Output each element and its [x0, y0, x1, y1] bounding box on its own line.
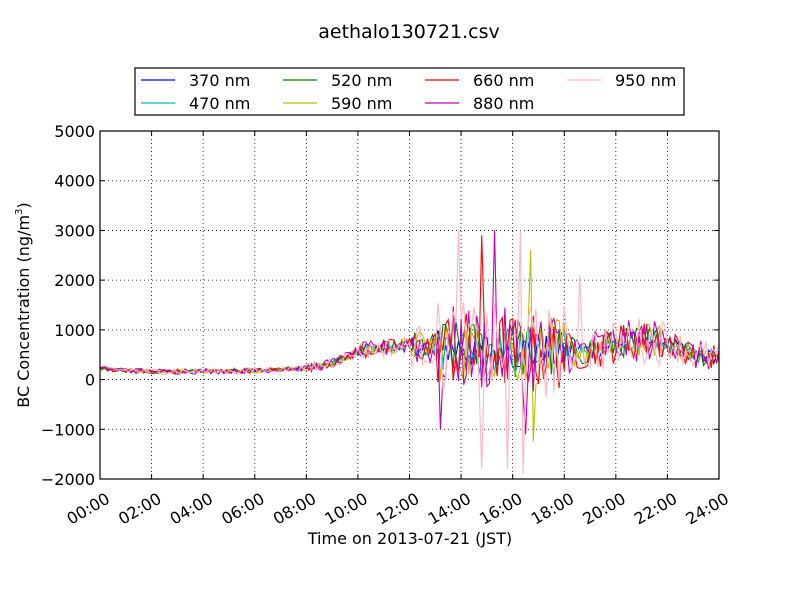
legend-label: 880 nm	[473, 94, 534, 113]
series-line-950-nm	[100, 230, 719, 475]
y-tick-label: 0	[85, 371, 95, 390]
y-tick-label: −1000	[41, 420, 95, 439]
y-axis-label: BC Concentration (ng/m3)	[14, 202, 33, 407]
legend-label: 370 nm	[189, 71, 250, 90]
legend-label: 520 nm	[331, 71, 392, 90]
y-axis-label-main: BC Concentration (ng/m	[14, 215, 33, 408]
legend: 370 nm 470 nm 520 nm 590 nm 660 nm 880 nm 950 …	[134, 67, 685, 116]
y-tick-label: 2000	[54, 271, 95, 290]
legend-label: 950 nm	[615, 71, 676, 90]
axis-ticks	[99, 130, 720, 480]
series-lines	[100, 230, 719, 475]
y-tick-label: 4000	[54, 172, 95, 191]
legend-box	[134, 67, 685, 116]
y-tick-label: 3000	[54, 221, 95, 240]
y-tick-label: 1000	[54, 321, 95, 340]
y-tick-label: 5000	[54, 122, 95, 141]
chart-title: aethalo130721.csv	[318, 21, 500, 43]
y-tick-label: −2000	[41, 470, 95, 489]
legend-label: 470 nm	[189, 94, 250, 113]
legend-label: 590 nm	[331, 94, 392, 113]
y-axis-label-close: )	[14, 202, 33, 208]
y-tick-labels: −2000 −1000 0 1000 2000 3000 4000 5000	[41, 122, 95, 489]
x-axis-label: Time on 2013-07-21 (JST)	[307, 529, 512, 548]
y-axis-label-sup: 3	[14, 209, 25, 215]
legend-label: 660 nm	[473, 71, 534, 90]
